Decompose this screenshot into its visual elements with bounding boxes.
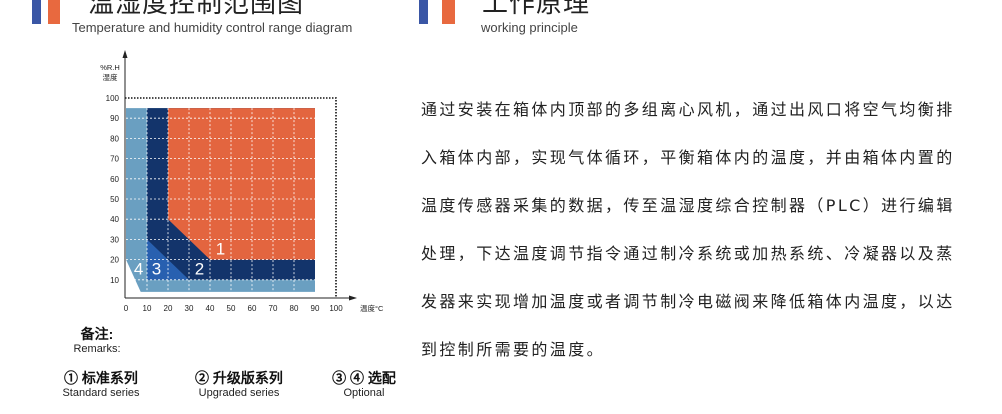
y-tick-label: 60 [110, 175, 119, 184]
flag-orange-bar [48, 0, 60, 24]
chart-section-title: 温湿度控制范围图 [88, 0, 305, 19]
chart-section-subtitle: Temperature and humidity control range d… [72, 20, 353, 35]
y-axis-arrow-icon [122, 50, 128, 58]
x-axis-arrow-icon [349, 295, 357, 301]
x-tick-label: 60 [248, 304, 257, 313]
limit-box [125, 97, 337, 298]
remark-item: ① 标准系列 Standard series [46, 370, 156, 400]
x-tick-label: 100 [329, 304, 343, 313]
y-axis-label: 湿度 [103, 72, 118, 82]
y-tick-label: 10 [110, 276, 119, 285]
region-label-2: 2 [195, 260, 204, 279]
remarks-title-cn: 备注: [80, 326, 114, 342]
y-tick-label: 70 [110, 155, 119, 164]
principle-text-line: 入箱体内部，实现气体循环，平衡箱体内的温度，并由箱体内置的 [421, 148, 955, 167]
x-tick-label: 0 [124, 304, 129, 313]
remark-item: ② 升级版系列 Upgraded series [184, 370, 294, 400]
y-axis-label: %R.H [100, 63, 120, 72]
flag-blue-bar [419, 0, 428, 24]
remark-item-cn: ③ ④ 选配 [332, 370, 396, 386]
principle-section-title: 工作原理 [482, 0, 591, 19]
region-label-4: 4 [134, 260, 143, 279]
region-3 [147, 239, 189, 280]
y-tick-label: 100 [106, 94, 120, 103]
principle-section-subtitle: working principle [481, 20, 578, 35]
principle-text-line: 到控制所需要的温度。 [421, 340, 606, 359]
y-tick-label: 40 [110, 215, 119, 224]
region-label-1: 1 [216, 239, 225, 258]
remark-item-en: Upgraded series [198, 387, 280, 399]
x-tick-label: 30 [185, 304, 194, 313]
x-tick-label: 80 [290, 304, 299, 313]
remark-item-en: Optional [343, 387, 385, 399]
flag-blue-bar [32, 0, 41, 24]
y-tick-label: 90 [110, 114, 119, 123]
x-tick-label: 40 [206, 304, 215, 313]
x-tick-label: 20 [164, 304, 173, 313]
x-tick-label: 50 [227, 304, 236, 313]
principle-text-line: 通过安装在箱体内顶部的多组离心风机，通过出风口将空气均衡排 [421, 100, 955, 119]
x-axis-label: 温度°C [360, 303, 384, 313]
principle-text-line: 发器来实现增加温度或者调节制冷电磁阀来降低箱体内温度，以达 [421, 292, 955, 311]
x-tick-label: 70 [269, 304, 278, 313]
remark-item: ③ ④ 选配 Optional [314, 370, 414, 400]
remark-item-cn: ② 升级版系列 [195, 370, 283, 386]
remark-item-cn: ① 标准系列 [64, 370, 138, 386]
x-tick-label: 10 [143, 304, 152, 313]
principle-text-line: 温度传感器采集的数据，传至温湿度综合控制器（PLC）进行编辑 [421, 196, 955, 215]
principle-text-line: 处理，下达温度调节指令通过制冷系统或加热系统、冷凝器以及蒸 [421, 244, 955, 263]
flag-orange-bar [442, 0, 455, 24]
region-label-3: 3 [152, 260, 161, 279]
region-1 [168, 108, 315, 260]
y-tick-label: 20 [110, 256, 119, 265]
remark-item-en: Standard series [62, 387, 140, 399]
remarks-heading: 备注: Remarks: [60, 326, 134, 356]
y-tick-label: 80 [110, 134, 119, 143]
y-tick-label: 30 [110, 235, 119, 244]
remarks-title-en: Remarks: [73, 343, 121, 355]
y-tick-label: 50 [110, 195, 119, 204]
x-tick-label: 90 [311, 304, 320, 313]
range-chart: 12 34 10 20 30 40 50 60 70 80 90 100 0 10 20 30 40 50 60 70… [100, 50, 384, 313]
